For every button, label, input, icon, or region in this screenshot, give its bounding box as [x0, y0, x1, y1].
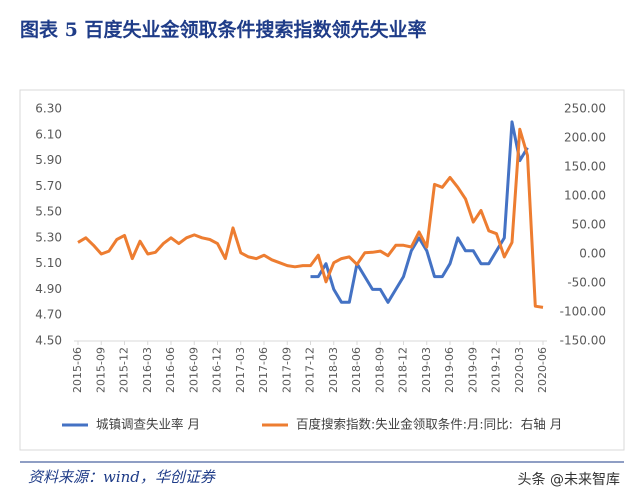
y-tick-label: 5.70: [35, 179, 62, 193]
x-tick-label: 2020-06: [536, 347, 549, 393]
x-tick-label: 2018-09: [373, 347, 386, 393]
y2-tick-label: 200.00: [564, 131, 606, 145]
line: [310, 120, 529, 304]
y2-tick-label: 250.00: [564, 102, 606, 116]
x-tick-label: 2017-03: [234, 347, 247, 393]
x-tick-label: 2019-12: [490, 347, 503, 393]
y2-tick-label: 100.00: [564, 189, 606, 203]
source: 资料来源：wind，华创证券: [28, 468, 216, 486]
watermark: 头条 @未来智库: [518, 471, 620, 488]
x-tick-label: 2015-09: [94, 347, 107, 393]
y-tick-label: 4.70: [35, 308, 62, 322]
y-tick-label: 6.30: [35, 102, 62, 116]
legend-label: 城镇调查失业率 月: [96, 417, 200, 432]
legend-label: 百度搜索指数:失业金领取条件:月:同比: 右轴 月: [296, 417, 562, 432]
y-tick-label: 5.50: [35, 205, 62, 219]
x-tick-label: 2016-03: [141, 347, 154, 393]
x-tick-label: 2019-03: [420, 347, 433, 393]
y-tick-label: 4.50: [35, 334, 62, 348]
y2-tick-label: -150.00: [560, 334, 606, 348]
x-tick-label: 2017-12: [304, 347, 317, 393]
x-tick-label: 2015-06: [71, 347, 84, 393]
x-tick-label: 2018-12: [397, 347, 410, 393]
x-tick-label: 2019-06: [443, 347, 456, 393]
y2-tick-label: -100.00: [560, 305, 606, 319]
y-tick-label: 5.90: [35, 153, 62, 167]
x-tick-label: 2017-09: [280, 347, 293, 393]
y2-tick-label: 50.00: [572, 218, 606, 232]
y-tick-label: 6.10: [35, 127, 62, 141]
line: [77, 127, 544, 309]
x-tick-label: 2017-06: [257, 347, 270, 393]
x-tick-label: 2019-09: [466, 347, 479, 393]
x-tick-label: 2018-03: [327, 347, 340, 393]
y-tick-label: 4.90: [35, 282, 62, 296]
x-tick-label: 2016-06: [164, 347, 177, 393]
x-tick-label: 2016-09: [187, 347, 200, 393]
chart-frame: [19, 89, 625, 451]
x-tick-label: 2020-03: [513, 347, 526, 393]
x-tick-label: 2018-06: [350, 347, 363, 393]
y2-tick-label: 0.00: [579, 247, 606, 261]
y-tick-label: 5.10: [35, 256, 62, 270]
y2-tick-label: 150.00: [564, 160, 606, 174]
chart-title: 图表 5 百度失业金领取条件搜索指数领先失业率: [20, 18, 426, 41]
y2-tick-label: -50.00: [567, 276, 606, 290]
x-tick-label: 2016-12: [211, 347, 224, 393]
x-tick-label: 2015-12: [118, 347, 131, 393]
y-tick-label: 5.30: [35, 230, 62, 244]
